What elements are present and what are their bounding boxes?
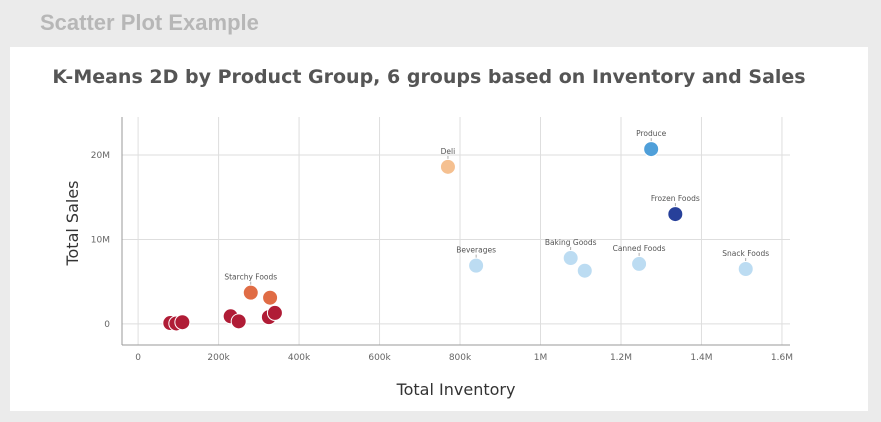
point-label: Canned Foods bbox=[613, 244, 666, 253]
data-point bbox=[643, 141, 660, 158]
data-point bbox=[242, 284, 259, 301]
point-label: Starchy Foods bbox=[224, 273, 277, 282]
grid bbox=[122, 117, 790, 345]
x-tick-label: 200k bbox=[207, 353, 230, 363]
data-point bbox=[576, 262, 593, 279]
page-heading: Scatter Plot Example bbox=[40, 10, 259, 35]
point-label: Beverages bbox=[456, 246, 496, 255]
x-tick-label: 800k bbox=[449, 353, 472, 363]
data-point bbox=[468, 257, 485, 274]
chart-title: K-Means 2D by Product Group, 6 groups ba… bbox=[52, 66, 806, 88]
data-point bbox=[667, 206, 684, 223]
x-tick-label: 1.4M bbox=[690, 353, 712, 363]
scatter-plot: 0 200k 400k 600k 800k 1M 1.2M 1.4M 1.6M 0 10M 20M S… bbox=[63, 117, 793, 399]
x-tick-label: 0 bbox=[135, 353, 141, 363]
point-label: Produce bbox=[636, 129, 667, 138]
points bbox=[162, 141, 754, 332]
x-tick-label: 1M bbox=[534, 353, 548, 363]
data-point bbox=[737, 261, 754, 277]
x-tick-label: 1.2M bbox=[610, 353, 632, 363]
data-point bbox=[262, 289, 279, 306]
chart-panel: K-Means 2D by Product Group, 6 groups ba… bbox=[10, 47, 868, 411]
x-tick-label: 400k bbox=[288, 353, 311, 363]
point-label: Snack Foods bbox=[722, 249, 769, 258]
data-point bbox=[174, 314, 191, 331]
y-tick-label: 0 bbox=[104, 320, 110, 330]
axes bbox=[121, 117, 790, 346]
x-tick-label: 600k bbox=[368, 353, 391, 363]
x-axis-title: Total Inventory bbox=[396, 380, 516, 399]
point-label: Frozen Foods bbox=[651, 194, 700, 203]
y-tick-label: 20M bbox=[91, 151, 110, 161]
y-axis-title: Total Sales bbox=[63, 180, 82, 266]
data-point bbox=[266, 304, 283, 321]
data-point bbox=[230, 313, 247, 330]
y-tick-label: 10M bbox=[91, 235, 110, 245]
point-label: Deli bbox=[441, 147, 456, 156]
data-point bbox=[562, 250, 579, 267]
ticks: 0 200k 400k 600k 800k 1M 1.2M 1.4M 1.6M 0 10M 20M bbox=[91, 151, 793, 363]
x-tick-label: 1.6M bbox=[771, 353, 793, 363]
data-point bbox=[631, 255, 648, 272]
point-label: Baking Goods bbox=[545, 238, 597, 247]
data-point bbox=[439, 158, 456, 175]
point-labels: Starchy Foods Deli Beverages Baking Goods Ca… bbox=[224, 129, 769, 285]
